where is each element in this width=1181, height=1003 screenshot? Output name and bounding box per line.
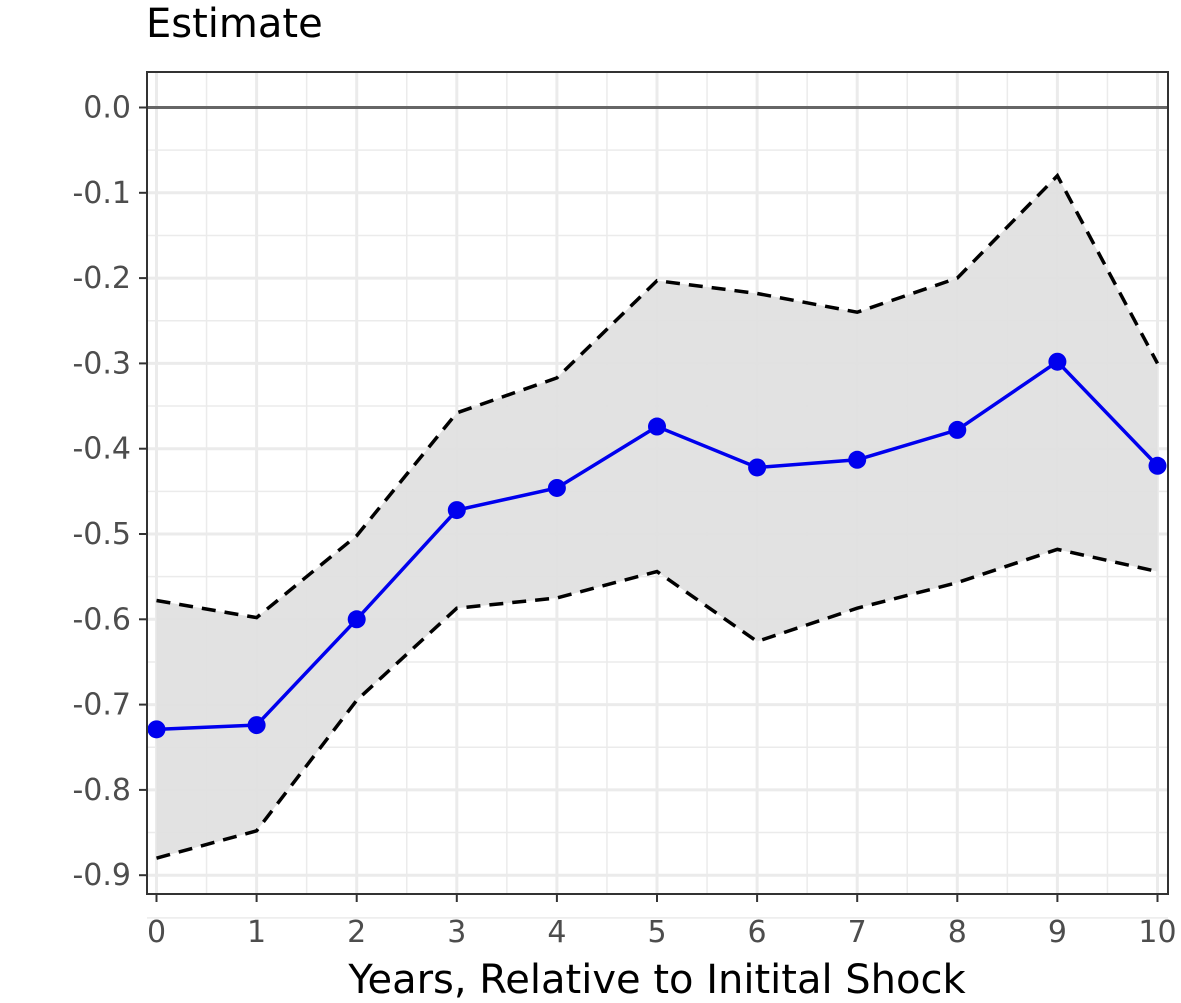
y-tick-label: -0.3 xyxy=(72,346,131,381)
estimate-point xyxy=(547,478,566,497)
x-tick-label: 0 xyxy=(147,915,166,950)
estimate-point xyxy=(748,458,767,477)
confidence-band xyxy=(156,175,1158,859)
upper-bound-line xyxy=(156,172,1160,620)
estimate-point xyxy=(447,501,466,520)
x-tick-label: 2 xyxy=(347,915,366,950)
lower-bound-line xyxy=(156,547,1158,860)
y-tick-label: -0.4 xyxy=(72,432,131,467)
x-tick-label: 5 xyxy=(647,915,666,950)
y-tick-label: -0.7 xyxy=(72,688,131,723)
estimate-point xyxy=(948,420,967,439)
estimate-point xyxy=(648,417,666,436)
estimate-point xyxy=(247,716,266,735)
y-tick-label: -0.5 xyxy=(72,517,131,552)
x-tick-label: 9 xyxy=(1048,915,1067,950)
y-tick-label: -0.8 xyxy=(72,773,131,808)
y-axis: 0.0 -0.1 -0.2 -0.3 -0.4 -0.5 -0.6 -0.7 -0.8 -0.9 xyxy=(72,91,147,893)
y-tick-label: -0.2 xyxy=(72,261,131,296)
x-tick-label: 7 xyxy=(848,915,867,950)
estimate-point xyxy=(848,450,867,469)
y-tick-label: -0.6 xyxy=(72,602,131,637)
y-axis-title: Estimate xyxy=(146,1,323,47)
x-tick-label: 8 xyxy=(948,915,967,950)
x-tick-label: 3 xyxy=(447,915,466,950)
x-tick-label: 4 xyxy=(547,915,566,950)
estimate-point xyxy=(1148,456,1167,475)
y-tick-label: 0.0 xyxy=(83,91,131,126)
x-tick-label: 1 xyxy=(247,915,266,950)
x-tick-label: 6 xyxy=(748,915,767,950)
x-axis-title: Years, Relative to Initital Shock xyxy=(347,957,966,1003)
estimate-point xyxy=(1048,352,1067,371)
x-axis: 0 1 2 3 4 5 6 7 8 9 10 xyxy=(147,894,1177,950)
estimate-points xyxy=(147,352,1167,739)
x-tick-label: 10 xyxy=(1138,915,1176,950)
estimate-point xyxy=(147,720,166,739)
y-tick-label: -0.9 xyxy=(72,858,131,893)
estimate-point xyxy=(347,610,366,629)
y-tick-label: -0.1 xyxy=(72,176,131,211)
